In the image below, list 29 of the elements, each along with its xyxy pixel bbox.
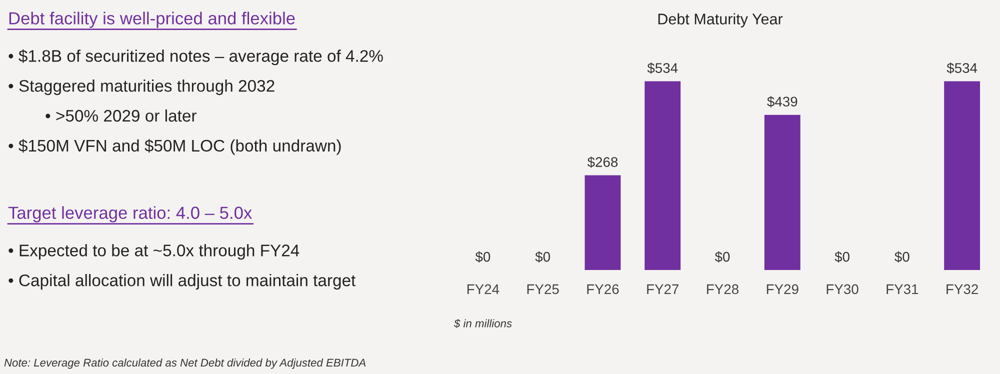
x-tick-label: FY32 <box>946 284 978 294</box>
text: • $1.8B of securitized notes – average rate of 4.2% <box>8 49 383 66</box>
text: • >50% 2029 or later <box>46 109 196 122</box>
text: $ in millions <box>454 319 512 328</box>
chart-title: Debt Maturity Year <box>658 13 783 28</box>
x-tick-label: FY26 <box>587 284 619 294</box>
x-tick-label: FY29 <box>766 284 798 294</box>
x-tick-label: FY31 <box>886 284 918 294</box>
data-label: $0 <box>834 251 850 263</box>
x-tick-label: FY28 <box>707 284 738 294</box>
text: Note: Leverage Ratio calculated as Net Debt divided by Adjusted EBITDA <box>4 358 366 369</box>
data-label: $0 <box>714 251 730 263</box>
text: • Staggered maturities through 2032 <box>8 80 274 96</box>
text: Target leverage ratio: 4.0 – 5.0x <box>8 206 252 222</box>
x-tick-label: FY30 <box>826 284 858 294</box>
data-label: $268 <box>587 156 618 168</box>
text: • Capital allocation will adjust to maintain target <box>8 274 356 290</box>
text: • $150M VFN and $50M LOC (both undrawn) <box>8 139 341 155</box>
data-label: $0 <box>535 251 550 263</box>
x-tick-label: FY27 <box>647 284 679 294</box>
data-label: $439 <box>767 96 798 108</box>
data-label: $0 <box>894 251 910 263</box>
data-label: $534 <box>647 62 678 74</box>
data-label: $534 <box>946 62 978 74</box>
text: • Expected to be at ~5.0x through FY24 <box>8 244 300 260</box>
text: Debt facility is well-priced and flexible <box>9 12 295 28</box>
x-tick-label: FY24 <box>467 284 500 294</box>
x-tick-label: FY25 <box>527 284 559 294</box>
data-label: $0 <box>475 251 490 263</box>
